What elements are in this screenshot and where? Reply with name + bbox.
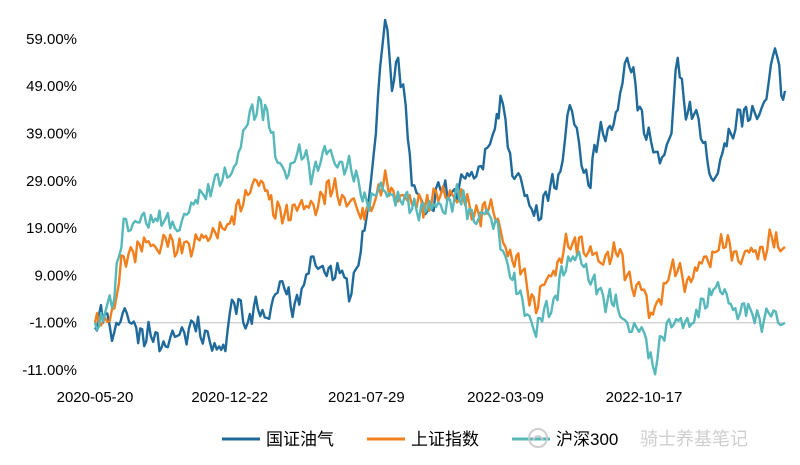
legend-label: 沪深300 xyxy=(556,430,618,449)
x-tick-label: 2020-12-22 xyxy=(191,389,268,406)
x-tick-label: 2020-05-20 xyxy=(57,389,134,406)
x-tick-label: 2022-03-09 xyxy=(467,389,544,406)
x-axis-ticks: 2020-05-20 2020-12-22 2021-07-29 2022-03-09… xyxy=(57,389,683,406)
y-tick-label: 19.00% xyxy=(26,220,77,237)
series-line-0 xyxy=(93,18,787,353)
legend: 国证油气 上证指数 沪深300 xyxy=(222,430,618,449)
series-lines xyxy=(93,18,787,376)
y-tick-label: 29.00% xyxy=(26,173,77,190)
y-tick-label: -1.00% xyxy=(29,315,77,332)
legend-label: 上证指数 xyxy=(411,430,479,449)
y-tick-label: 59.00% xyxy=(26,31,77,48)
x-tick-label: 2022-10-17 xyxy=(606,389,683,406)
watermark-text: 骑士养基笔记 xyxy=(640,429,748,449)
legend-label: 国证油气 xyxy=(266,430,334,449)
watermark: 骑士养基笔记 xyxy=(528,428,748,449)
y-tick-label: -11.00% xyxy=(22,362,77,379)
series-line-1 xyxy=(93,169,786,327)
y-tick-label: 49.00% xyxy=(26,78,77,95)
snowball-logo-icon xyxy=(528,428,548,448)
y-tick-label: 9.00% xyxy=(34,267,77,284)
y-axis-ticks: 59.00% 49.00% 39.00% 29.00% 19.00% 9.00% -1.00… xyxy=(22,31,77,379)
x-tick-label: 2021-07-29 xyxy=(328,389,405,406)
series-line-2 xyxy=(93,95,786,376)
y-tick-label: 39.00% xyxy=(26,126,77,143)
